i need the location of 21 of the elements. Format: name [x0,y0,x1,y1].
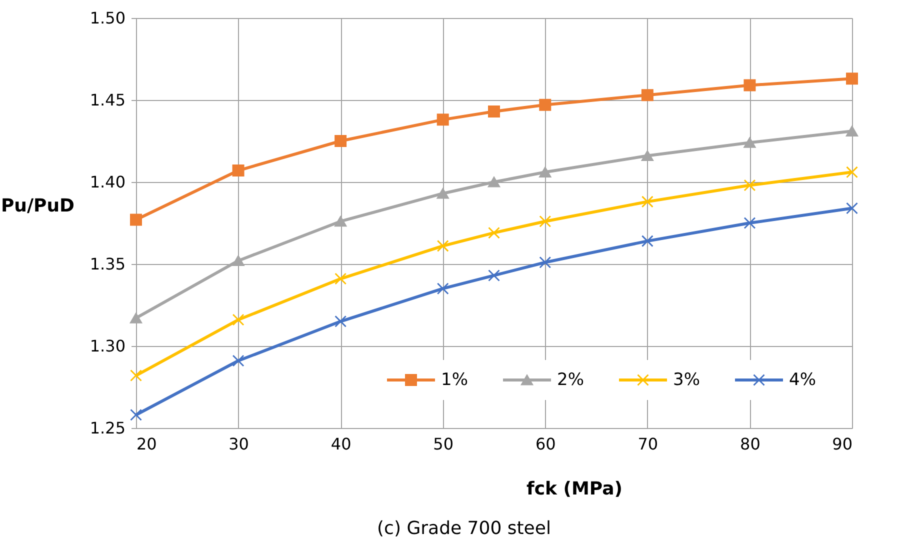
y-tick-label: 1.40 [90,172,126,192]
legend-label: 2% [557,370,584,390]
x-tick-label: 70 [638,434,658,454]
x-axis-title: fck (MPa) [526,478,622,500]
x-tick-label: 30 [228,434,249,454]
x-tick-label: 50 [433,434,454,454]
x-tick-label: 20 [136,434,157,454]
y-tick-label: 1.35 [90,254,126,274]
x-tick-label: 60 [535,434,556,454]
y-tick-label: 1.25 [90,418,126,438]
y-tick-label: 1.45 [90,90,126,110]
y-axis-title: Pu/PuD [0,196,74,216]
legend-label: 1% [441,370,468,390]
x-tick-label: 80 [740,434,760,454]
y-tick-label: 1.30 [90,336,126,356]
text: (c) Grade 700 steel [377,518,551,539]
legend-label: 4% [789,370,816,390]
x-tick-label: 90 [832,434,852,454]
y-tick-label: 1.50 [90,8,126,28]
legend-label: 3% [673,370,700,390]
x-tick-label: 40 [330,434,352,454]
